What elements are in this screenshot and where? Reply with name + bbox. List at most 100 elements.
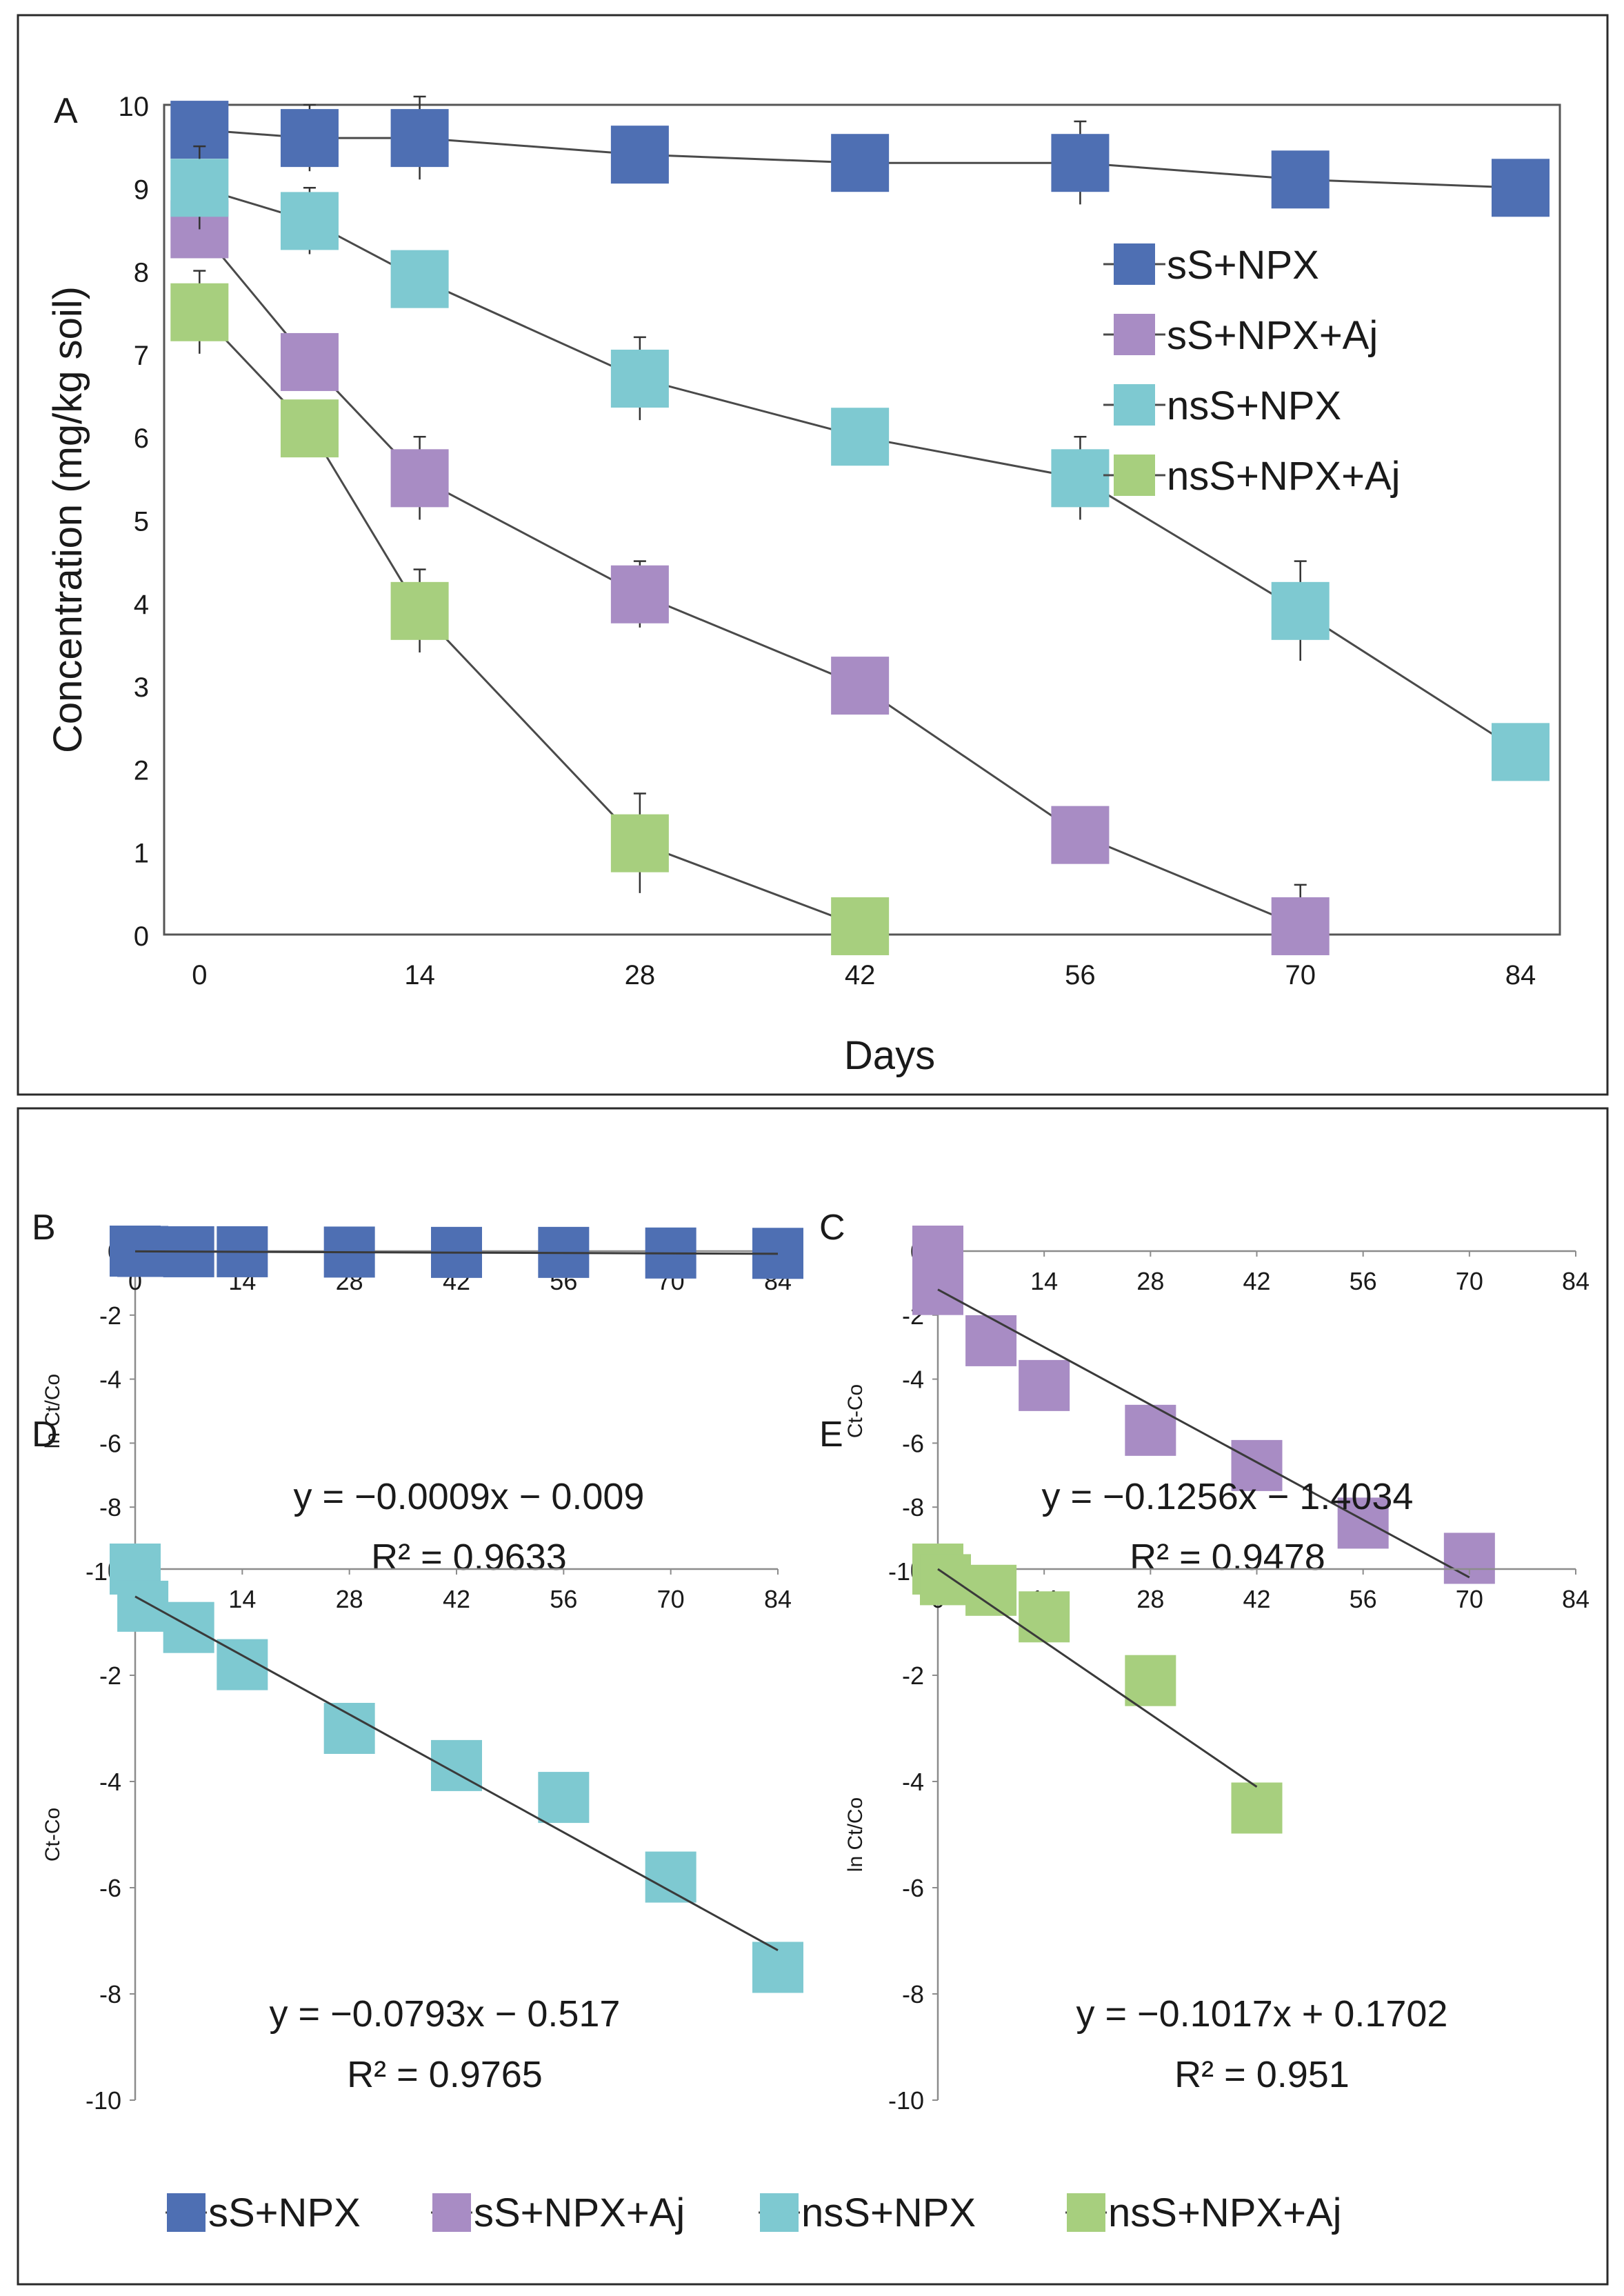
panel-b-label: B: [32, 1208, 56, 1248]
panel-a-ytick-label: 1: [134, 839, 149, 869]
panel-c-label: C: [819, 1208, 845, 1248]
panel-a-legend-swatch: [1114, 243, 1155, 285]
panel-b-ytick-label: -8: [99, 1493, 121, 1521]
panel-c-xtick-label: 56: [1350, 1267, 1377, 1295]
bottom-legend-label: nsS+NPX: [801, 2190, 976, 2235]
panel-d-xtick-label: 70: [657, 1585, 685, 1613]
panel-c-trendline: [937, 1288, 1470, 1579]
bottom-legend-label: sS+NPX: [208, 2190, 361, 2235]
panel-e-trendline: [937, 1568, 1258, 1788]
panel-a-xtick-label: 56: [1065, 960, 1096, 990]
panel-a-data-marker: [280, 399, 339, 458]
panel-e-data-marker: [1019, 1591, 1070, 1643]
panel-a-ytick-label: 8: [134, 258, 149, 288]
panel-a-data-marker: [170, 159, 229, 217]
panel-d-data-marker: [752, 1941, 803, 1993]
panel-d-ytick-label: -10: [86, 2086, 121, 2115]
bottom-legend-swatch: [1067, 2193, 1105, 2232]
panel-d-ytick-label: -8: [99, 1980, 121, 2008]
panel-c-ylabel: Ct-Co: [844, 1384, 867, 1438]
panel-c-xtick-label: 70: [1456, 1267, 1483, 1295]
panel-e-data-marker: [920, 1554, 972, 1606]
panel-a-data-marker: [831, 408, 890, 466]
panel-b-ylabel: ln Ct/Co: [41, 1374, 64, 1448]
bottom-legend-swatch: [760, 2193, 799, 2232]
panel-a-data-marker: [1271, 581, 1330, 640]
panel-e-xtick-label: 70: [1456, 1585, 1483, 1613]
panel-b-trendline: [134, 1250, 779, 1255]
panel-b-r-squared: R² = 0.9633: [371, 1537, 567, 1578]
bottom-legend: sS+NPX sS+NPX+Aj nsS+NPX nsS+NPX+Aj: [166, 2190, 1342, 2235]
panel-e-data-marker: [965, 1564, 1017, 1616]
panel-a-data-marker: [390, 581, 449, 640]
panel-a-data-marker: [1051, 806, 1110, 864]
panel-e-ytick-label: -2: [902, 1661, 924, 1690]
panel-e-xtick-label: 84: [1562, 1585, 1590, 1613]
panel-d-xtick-label: 56: [550, 1585, 577, 1613]
bottom-legend-item: nsS+NPX: [759, 2190, 976, 2235]
panel-d-xtick-label: 84: [764, 1585, 792, 1613]
panel-a-data-marker: [1051, 449, 1110, 508]
panel-d-ytick-label: -2: [99, 1661, 121, 1690]
panel-c-data-marker: [1125, 1404, 1176, 1456]
panel-a-data-marker: [1491, 159, 1550, 217]
panel-d-chart: D0-2-4-6-8-100142842567084Ct-Coy = −0.07…: [32, 1415, 803, 2115]
panel-c-xtick-label: 42: [1243, 1267, 1270, 1295]
panel-b-ytick-label: -2: [99, 1301, 121, 1330]
panel-d-label: D: [32, 1415, 58, 1455]
panel-a-ytick-label: 5: [134, 507, 149, 537]
panel-c-data-marker: [1231, 1439, 1283, 1491]
panel-a-legend-label: nsS+NPX+Aj: [1167, 454, 1401, 499]
panel-c-ytick-label: -8: [902, 1493, 924, 1521]
panel-d-data-marker: [645, 1851, 696, 1903]
panel-e-ytick-label: -10: [888, 2086, 924, 2115]
panel-a-legend-item: nsS+NPX: [1103, 383, 1341, 428]
panel-d-data-marker: [538, 1772, 590, 1824]
panel-d-xtick-label: 42: [443, 1585, 470, 1613]
panel-a-legend-swatch: [1114, 455, 1155, 496]
panel-a-data-marker: [280, 109, 339, 168]
panel-frame-bottom: [17, 1107, 1609, 2286]
panel-a-ytick-label: 9: [134, 174, 149, 205]
panel-c-xtick-label: 84: [1562, 1267, 1590, 1295]
panel-a-data-marker: [831, 897, 890, 955]
panel-a-ytick-label: 10: [119, 92, 150, 122]
panel-a-legend-label: sS+NPX+Aj: [1167, 313, 1378, 358]
panel-d-data-marker: [163, 1601, 214, 1653]
panel-e-ytick-label: -6: [902, 1874, 924, 1902]
panel-frame-top: [17, 14, 1609, 1096]
panel-a-data-marker: [390, 250, 449, 308]
panel-a-data-marker: [610, 565, 669, 623]
panel-a-data-marker: [610, 126, 669, 184]
panel-a-series-0: [170, 95, 1550, 217]
panel-a-xtick-label: 70: [1285, 960, 1316, 990]
panel-c-ytick-label: -6: [902, 1429, 924, 1457]
panel-a-ytick-label: 2: [134, 755, 149, 786]
panel-e-data-marker: [1125, 1655, 1176, 1706]
panel-a-ylabel: Concentration (mg/kg soil): [46, 286, 90, 753]
bottom-legend-item: sS+NPX: [166, 2190, 361, 2235]
panel-a-legend-item: sS+NPX+Aj: [1103, 313, 1378, 358]
panel-a-legend-swatch: [1114, 384, 1155, 426]
panel-c-equation: y = −0.1256x − 1.4034: [1042, 1476, 1414, 1517]
panel-e-xtick-label: 56: [1350, 1585, 1377, 1613]
panel-e-r-squared: R² = 0.951: [1174, 2054, 1350, 2095]
panel-a-data-marker: [1491, 723, 1550, 781]
panel-a-data-marker: [170, 283, 229, 341]
panel-a-data-marker: [610, 349, 669, 408]
panel-a-data-marker: [1271, 150, 1330, 209]
panel-a-legend-item: sS+NPX: [1103, 243, 1319, 288]
panel-a-legend-label: nsS+NPX: [1167, 383, 1341, 428]
bottom-legend-swatch: [167, 2193, 205, 2232]
panel-a-ytick-label: 3: [134, 672, 149, 703]
bottom-legend-label: nsS+NPX+Aj: [1108, 2190, 1342, 2235]
panel-a-legend: sS+NPX sS+NPX+Aj nsS+NPX nsS+NPX+Aj: [1103, 243, 1401, 499]
panel-d-ytick-label: -4: [99, 1768, 121, 1796]
panel-b-equation: y = −0.0009x − 0.009: [294, 1476, 645, 1517]
panel-d-ylabel: Ct-Co: [41, 1808, 64, 1861]
panel-e-xtick-label: 28: [1136, 1585, 1164, 1613]
panel-d-xtick-label: 14: [228, 1585, 256, 1613]
